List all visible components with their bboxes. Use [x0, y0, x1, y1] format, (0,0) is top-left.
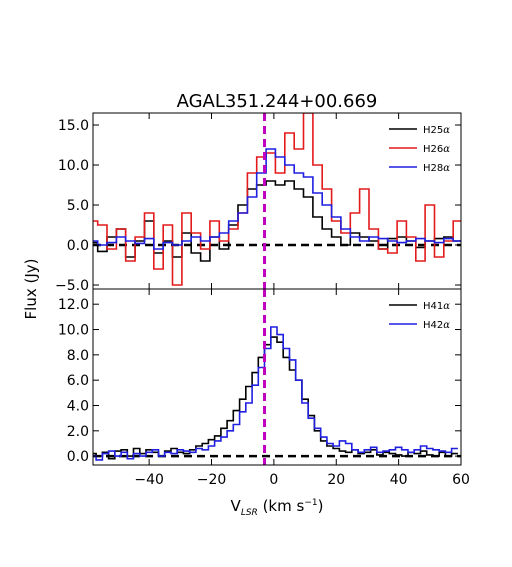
x-tick-labels: −40 −20 0 20 40 60	[134, 472, 470, 488]
bottom-series-group	[93, 326, 458, 461]
top-y-tick-label: 0.0	[67, 238, 89, 254]
top-series-2-line	[93, 148, 461, 250]
x-tick-label: −20	[197, 472, 227, 488]
x-axis-label-subscript: LSR	[241, 508, 258, 518]
top-x-ticks	[148, 113, 462, 289]
x-tick-label: 60	[452, 472, 470, 488]
bottom-y-tick-label: 10.0	[58, 323, 89, 339]
x-tick-label: 40	[390, 472, 408, 488]
chart-title: AGAL351.244+00.669	[177, 91, 378, 112]
x-axis-label-close: )	[318, 497, 324, 515]
x-axis-label-main: V	[231, 497, 242, 515]
top-panel: −5.0 0.0 5.0 10.0 15.0 H25α H26α H28α	[55, 112, 462, 294]
bottom-legend: H41α H42α	[389, 301, 450, 331]
bottom-legend-label: H41α	[423, 301, 450, 312]
top-legend: H25α H26α H28α	[389, 125, 450, 174]
y-axis-label: Flux (Jy)	[22, 259, 40, 320]
x-tick-label: 0	[269, 472, 278, 488]
bottom-x-ticks	[148, 289, 462, 465]
bottom-y-tick-label: 8.0	[67, 348, 89, 364]
top-legend-label: H25α	[423, 125, 450, 136]
bottom-plot-frame	[92, 288, 462, 466]
top-y-tick-label: 10.0	[58, 158, 89, 174]
bottom-y-ticks: 0.0 2.0 4.0 6.0 8.0 10.0 12.0	[58, 297, 461, 465]
bottom-panel: 0.0 2.0 4.0 6.0 8.0 10.0 12.0 −40 −20 0 20 40 60 H4…	[58, 288, 470, 488]
bottom-y-tick-label: 6.0	[67, 373, 89, 389]
top-y-tick-label: 15.0	[58, 118, 89, 134]
x-tick-label: −40	[134, 472, 164, 488]
top-y-tick-label: −5.0	[55, 278, 89, 294]
top-plot-frame	[92, 112, 462, 290]
x-tick-label: 20	[327, 472, 345, 488]
top-y-ticks: −5.0 0.0 5.0 10.0 15.0	[55, 118, 461, 294]
x-axis-label-unit: (km s	[258, 497, 305, 515]
bottom-series-1-line	[93, 326, 458, 461]
bottom-y-tick-label: 0.0	[67, 449, 89, 465]
x-axis-label-superscript: −1	[304, 498, 317, 508]
top-series-group	[93, 113, 461, 286]
bottom-y-tick-label: 12.0	[58, 297, 89, 313]
bottom-series-0-line	[93, 336, 458, 460]
top-series-1-line	[93, 113, 461, 286]
x-axis-label: VLSR (km s−1)	[231, 497, 324, 518]
bottom-y-tick-label: 2.0	[67, 424, 89, 440]
top-y-tick-label: 5.0	[67, 198, 89, 214]
bottom-legend-label: H42α	[423, 320, 450, 331]
bottom-y-tick-label: 4.0	[67, 398, 89, 414]
top-legend-label: H26α	[423, 144, 450, 155]
top-legend-label: H28α	[423, 163, 450, 174]
